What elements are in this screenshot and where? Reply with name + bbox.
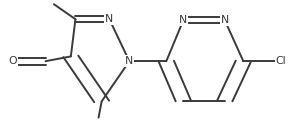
Text: Cl: Cl xyxy=(276,56,286,66)
Text: N: N xyxy=(105,14,113,24)
Text: O: O xyxy=(8,56,17,66)
Text: N: N xyxy=(179,15,187,25)
Text: N: N xyxy=(221,15,229,25)
Text: N: N xyxy=(125,56,133,66)
